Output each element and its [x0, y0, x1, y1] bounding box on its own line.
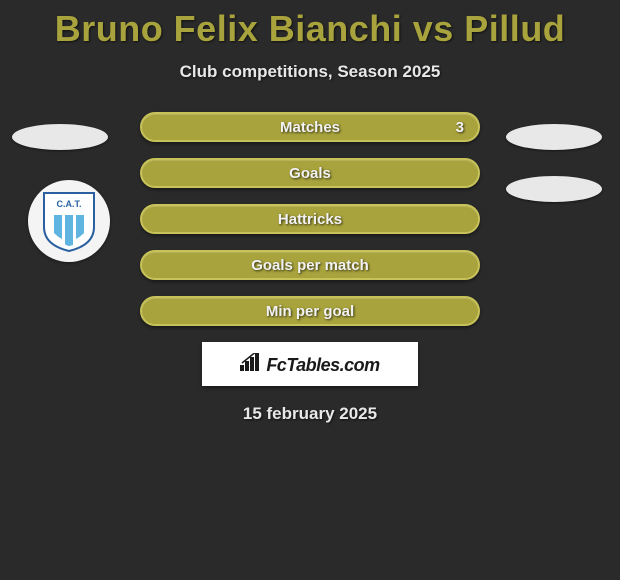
stat-bar-goals-per-match: Goals per match — [140, 250, 480, 280]
stat-label: Goals per match — [251, 257, 369, 274]
stat-bar-hattricks: Hattricks — [140, 204, 480, 234]
stat-bar-matches: Matches 3 — [140, 112, 480, 142]
page-title: Bruno Felix Bianchi vs Pillud — [0, 0, 620, 50]
stat-bar-min-per-goal: Min per goal — [140, 296, 480, 326]
brand-text: FcTables.com — [266, 355, 379, 376]
brand-chart-icon — [240, 353, 262, 371]
stats-bars: Matches 3 Goals Hattricks Goals per matc… — [140, 112, 480, 326]
page-subtitle: Club competitions, Season 2025 — [0, 62, 620, 82]
brand-badge: FcTables.com — [202, 342, 418, 386]
stat-label: Hattricks — [278, 211, 342, 228]
date-text: 15 february 2025 — [0, 404, 620, 424]
club-shield-icon: C.A.T. — [40, 189, 98, 253]
player-right-marker-1 — [506, 124, 602, 150]
stat-label: Min per goal — [266, 303, 354, 320]
stat-label: Goals — [289, 165, 331, 182]
player-right-marker-2 — [506, 176, 602, 202]
player-left-marker — [12, 124, 108, 150]
stat-bar-goals: Goals — [140, 158, 480, 188]
svg-text:C.A.T.: C.A.T. — [56, 199, 81, 209]
stat-label: Matches — [280, 119, 340, 136]
club-logo: C.A.T. — [28, 180, 110, 262]
stat-value: 3 — [456, 119, 464, 136]
